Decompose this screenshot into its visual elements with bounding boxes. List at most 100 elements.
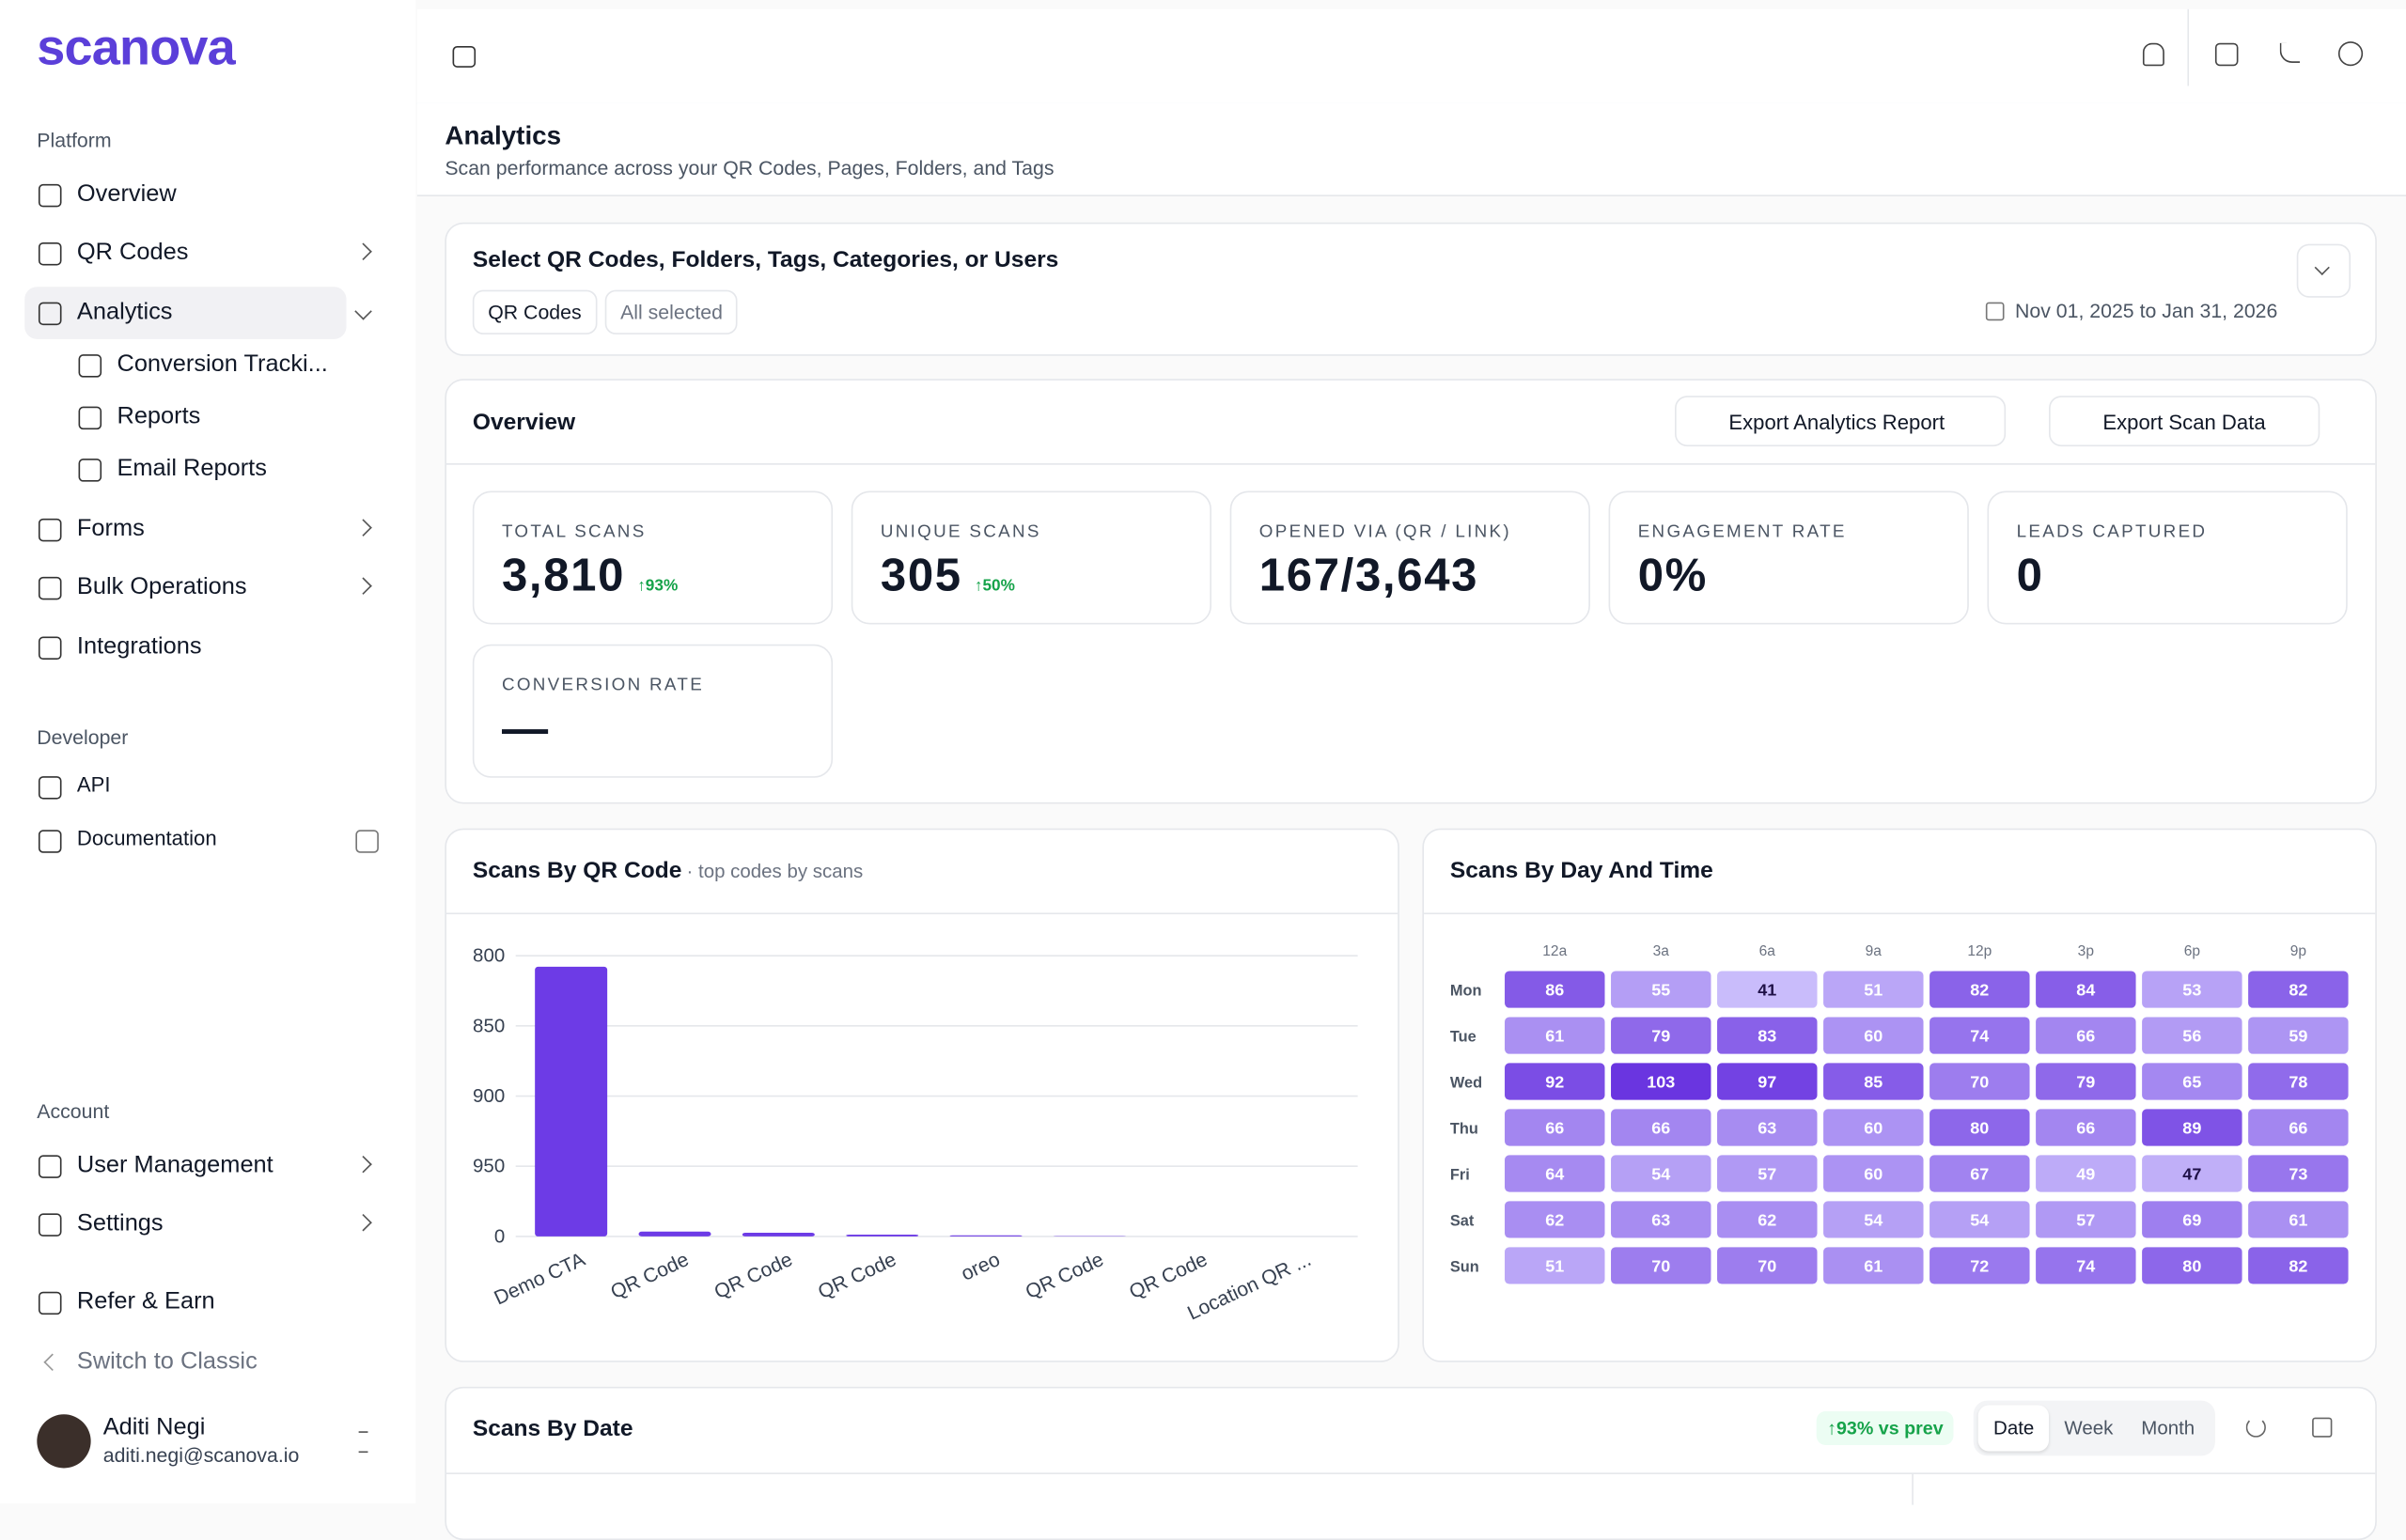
help-button[interactable]	[2338, 41, 2363, 66]
gesture-button[interactable]	[2312, 1418, 2332, 1438]
nav-icon	[39, 303, 62, 325]
metric-label: UNIQUE SCANS	[881, 523, 1041, 542]
export-button[interactable]: Export Analytics Report	[1675, 396, 2006, 446]
bar	[950, 1236, 1023, 1237]
x-tick-label: 9a	[1866, 943, 1883, 959]
metric-label: CONVERSION RATE	[502, 677, 704, 695]
nav-item[interactable]: API	[77, 773, 111, 796]
chart-title: Scans By QR Code	[473, 858, 682, 884]
y-tick-label: 950	[473, 1156, 505, 1177]
chevron	[43, 1354, 61, 1371]
filter-chip[interactable]: QR Codes	[473, 290, 597, 334]
cell-label: 84	[2076, 981, 2095, 1000]
page-title: Analytics	[445, 121, 561, 152]
cell-label: 57	[2076, 1211, 2095, 1230]
nav-item[interactable]: Settings	[77, 1210, 164, 1237]
calendar-icon	[1986, 303, 2005, 321]
y-tick-label: 1,900	[473, 1085, 505, 1107]
metric-value: 0	[2017, 551, 2044, 603]
notifications-button[interactable]	[2143, 43, 2164, 66]
date-range[interactable]: Nov 01, 2025 to Jan 31, 2026	[2015, 299, 2277, 321]
refresh-button[interactable]	[2246, 1418, 2266, 1438]
x-tick-label: 3a	[1653, 943, 1670, 959]
y-tick-label: Sun	[1450, 1258, 1479, 1275]
tab[interactable]: Month	[2141, 1418, 2195, 1439]
language-button[interactable]	[2215, 43, 2239, 66]
nav-icon	[39, 519, 62, 541]
nav-item[interactable]: Integrations	[77, 633, 202, 661]
x-tick-label: QR Code	[711, 1248, 796, 1303]
divider	[446, 463, 2375, 465]
export-button[interactable]: Export Scan Data	[2049, 396, 2320, 446]
y-tick-label: Wed	[1450, 1075, 1482, 1092]
metric-value: 305↑50%	[881, 551, 1015, 603]
cell-label: 79	[1651, 1027, 1670, 1046]
cell-label: 70	[1970, 1073, 1989, 1092]
cell-label: 57	[1758, 1165, 1776, 1184]
section-label: Account	[37, 1100, 109, 1123]
cell-label: 73	[2289, 1165, 2307, 1184]
cell-label: 47	[2182, 1165, 2201, 1184]
chevron	[354, 303, 372, 319]
cell-label: 62	[1758, 1211, 1776, 1230]
metric-value: 3,810 ↑93%	[502, 551, 678, 603]
divider	[1912, 1474, 1914, 1505]
cell-label: 56	[2182, 1027, 2201, 1046]
filter-title: Select QR Codes, Folders, Tags, Categori…	[473, 247, 1059, 273]
cell-label: 61	[1864, 1256, 1883, 1275]
nav-item[interactable]: Analytics	[77, 299, 173, 326]
metric-number: 3,810	[502, 551, 625, 601]
nav-item[interactable]: Switch to Classic	[77, 1348, 258, 1376]
x-tick-label: 9p	[2290, 943, 2306, 959]
chart-title: Scans By Day And Time	[1450, 858, 1713, 884]
tab[interactable]: Week	[2064, 1418, 2113, 1439]
nav-item[interactable]: Forms	[77, 516, 145, 543]
nav-item[interactable]: Refer & Earn	[77, 1288, 215, 1315]
nav-item[interactable]: User Management	[77, 1152, 273, 1179]
nav-icon	[39, 1213, 62, 1236]
cell-label: 85	[1864, 1073, 1883, 1092]
cell-label: 80	[1970, 1119, 1989, 1138]
cell-label: 67	[1970, 1165, 1989, 1184]
cell-label: 74	[2076, 1256, 2095, 1275]
account-switch[interactable]	[359, 1431, 368, 1453]
cell-label: 63	[1651, 1211, 1670, 1230]
nav-item[interactable]: Documentation	[77, 827, 217, 849]
section-label: Platform	[37, 129, 111, 151]
divider	[2187, 9, 2189, 86]
metric-number: 305	[881, 551, 962, 601]
nav-item[interactable]: QR Codes	[77, 240, 189, 267]
filter-chip[interactable]: All selected	[605, 290, 739, 334]
nav-item[interactable]: Reports	[117, 403, 200, 430]
section-label: Developer	[37, 725, 128, 748]
nav-icon	[39, 830, 62, 852]
metric-change: ↑93%	[637, 577, 678, 596]
logo[interactable]: scanova	[37, 19, 235, 77]
external-icon	[355, 830, 379, 852]
metric-value: 0%	[1638, 551, 1708, 603]
cell-label: 72	[1970, 1256, 1989, 1275]
change-badge: ↑93% vs prev	[1817, 1411, 1954, 1445]
nav-item[interactable]: Conversion Tracki...	[117, 351, 327, 379]
user-name: Aditi Negi	[103, 1414, 206, 1441]
page-header: Analytics Scan performance across your Q…	[417, 102, 2406, 196]
nav-item[interactable]: Email Reports	[117, 456, 266, 483]
sidebar-toggle[interactable]	[453, 46, 477, 68]
filter-expand[interactable]	[2297, 244, 2351, 298]
cell-label: 59	[2289, 1027, 2307, 1046]
cell-label: 70	[1758, 1256, 1776, 1275]
x-tick-label: 12a	[1542, 943, 1567, 959]
nav-item[interactable]: Bulk Operations	[77, 574, 247, 601]
x-tick-label: 3p	[2078, 943, 2094, 959]
theme-button[interactable]	[2280, 43, 2300, 63]
cell-label: 62	[1545, 1211, 1564, 1230]
tab[interactable]: Date	[1993, 1418, 2034, 1439]
nav-item[interactable]: Overview	[77, 181, 177, 209]
x-tick-label: QR Code	[815, 1248, 900, 1303]
overview-title: Overview	[473, 410, 575, 436]
cell-label: 65	[2182, 1073, 2201, 1092]
